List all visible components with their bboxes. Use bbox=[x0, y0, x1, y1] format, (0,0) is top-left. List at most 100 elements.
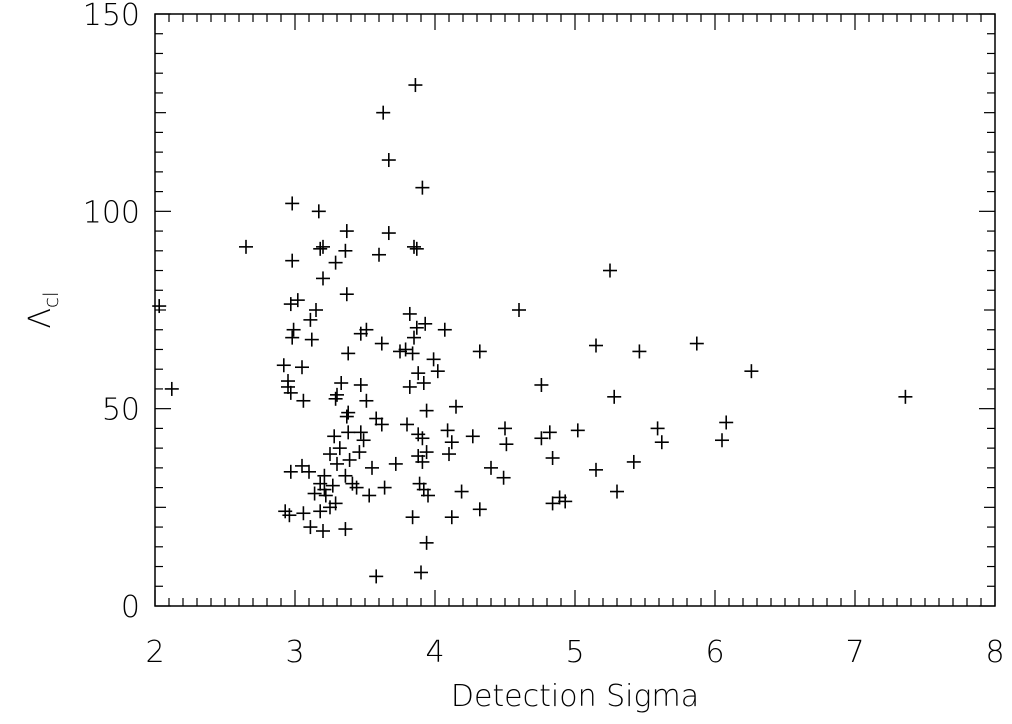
y-axis-tick-labels: 0 50 100 150 bbox=[83, 0, 140, 625]
data-point bbox=[349, 480, 364, 495]
data-point bbox=[309, 303, 323, 317]
data-point bbox=[411, 366, 426, 381]
data-point bbox=[295, 360, 309, 375]
data-point bbox=[419, 403, 434, 418]
data-point bbox=[338, 522, 353, 537]
data-point bbox=[334, 376, 349, 391]
data-point bbox=[589, 338, 603, 353]
data-point bbox=[323, 447, 337, 462]
data-point bbox=[444, 510, 459, 525]
data-point bbox=[313, 504, 328, 519]
data-point bbox=[303, 312, 318, 327]
data-point bbox=[369, 569, 384, 584]
data-point bbox=[296, 393, 311, 408]
y-axis-ticks bbox=[155, 13, 995, 607]
y-axis-label: Λcl bbox=[23, 291, 63, 328]
data-point bbox=[719, 415, 734, 430]
data-point bbox=[744, 364, 759, 379]
data-point bbox=[472, 502, 487, 517]
data-point bbox=[402, 306, 417, 321]
data-point bbox=[437, 322, 452, 337]
data-point bbox=[356, 433, 371, 448]
y-tick-label: 150 bbox=[83, 0, 140, 33]
y-tick-label: 100 bbox=[83, 195, 140, 230]
data-point bbox=[359, 393, 374, 408]
data-point bbox=[295, 458, 309, 473]
data-point bbox=[444, 435, 459, 450]
data-point bbox=[534, 431, 549, 446]
data-point bbox=[374, 336, 389, 351]
data-point bbox=[607, 389, 622, 404]
data-point bbox=[317, 468, 332, 483]
data-point bbox=[465, 429, 480, 444]
data-point bbox=[416, 376, 431, 391]
data-point bbox=[440, 423, 455, 438]
y-tick-label: 50 bbox=[102, 393, 140, 428]
data-point bbox=[512, 303, 526, 317]
data-point bbox=[603, 263, 617, 278]
data-point bbox=[359, 322, 374, 337]
data-point bbox=[409, 241, 424, 256]
x-axis-ticks bbox=[154, 14, 996, 606]
data-point bbox=[286, 322, 301, 337]
data-point bbox=[377, 480, 392, 495]
data-point bbox=[372, 247, 386, 262]
data-point bbox=[405, 510, 420, 525]
data-point bbox=[278, 504, 293, 519]
data-point bbox=[426, 352, 441, 367]
data-point bbox=[316, 524, 330, 539]
data-point bbox=[626, 454, 641, 469]
data-point bbox=[318, 488, 333, 503]
data-point bbox=[498, 421, 512, 436]
data-point bbox=[650, 421, 665, 436]
x-axis-tick-labels: 2 3 4 5 6 7 8 bbox=[145, 635, 1004, 670]
data-point bbox=[589, 462, 603, 477]
data-point bbox=[341, 425, 356, 440]
data-point bbox=[421, 488, 435, 503]
data-point bbox=[542, 425, 557, 440]
data-point bbox=[388, 456, 403, 471]
data-point bbox=[283, 297, 298, 312]
data-point bbox=[281, 379, 295, 394]
data-point bbox=[164, 381, 179, 396]
data-point bbox=[304, 332, 319, 347]
data-point bbox=[715, 433, 729, 448]
data-point bbox=[325, 478, 340, 493]
data-point bbox=[472, 344, 487, 359]
data-point bbox=[415, 454, 430, 469]
data-point bbox=[316, 271, 330, 286]
data-point bbox=[339, 409, 354, 424]
plot-frame bbox=[154, 13, 996, 607]
data-point bbox=[311, 204, 326, 219]
data-point bbox=[328, 255, 343, 270]
data-point bbox=[430, 364, 445, 379]
data-point bbox=[352, 445, 367, 460]
data-point bbox=[341, 346, 356, 361]
data-point bbox=[276, 358, 291, 373]
data-point bbox=[285, 330, 300, 345]
data-point bbox=[418, 316, 433, 331]
data-point bbox=[415, 431, 430, 446]
data-point bbox=[332, 441, 347, 456]
data-point bbox=[408, 78, 423, 93]
data-point bbox=[414, 565, 428, 580]
data-point bbox=[353, 377, 368, 392]
y-axis-label-sub: cl bbox=[39, 291, 63, 308]
data-point bbox=[499, 437, 514, 452]
data-points bbox=[152, 78, 913, 584]
data-point bbox=[283, 385, 298, 400]
data-point bbox=[534, 377, 549, 392]
data-point bbox=[545, 451, 560, 465]
data-point bbox=[632, 344, 647, 359]
svg-text:Λcl: Λcl bbox=[23, 291, 63, 328]
data-point bbox=[338, 468, 353, 483]
data-point bbox=[558, 494, 573, 509]
data-point bbox=[400, 417, 414, 432]
data-point bbox=[302, 464, 316, 479]
x-axis-label: Detection Sigma bbox=[451, 679, 699, 714]
data-point bbox=[283, 464, 298, 479]
data-point bbox=[405, 346, 420, 361]
data-point bbox=[393, 344, 407, 359]
data-point bbox=[381, 226, 396, 241]
